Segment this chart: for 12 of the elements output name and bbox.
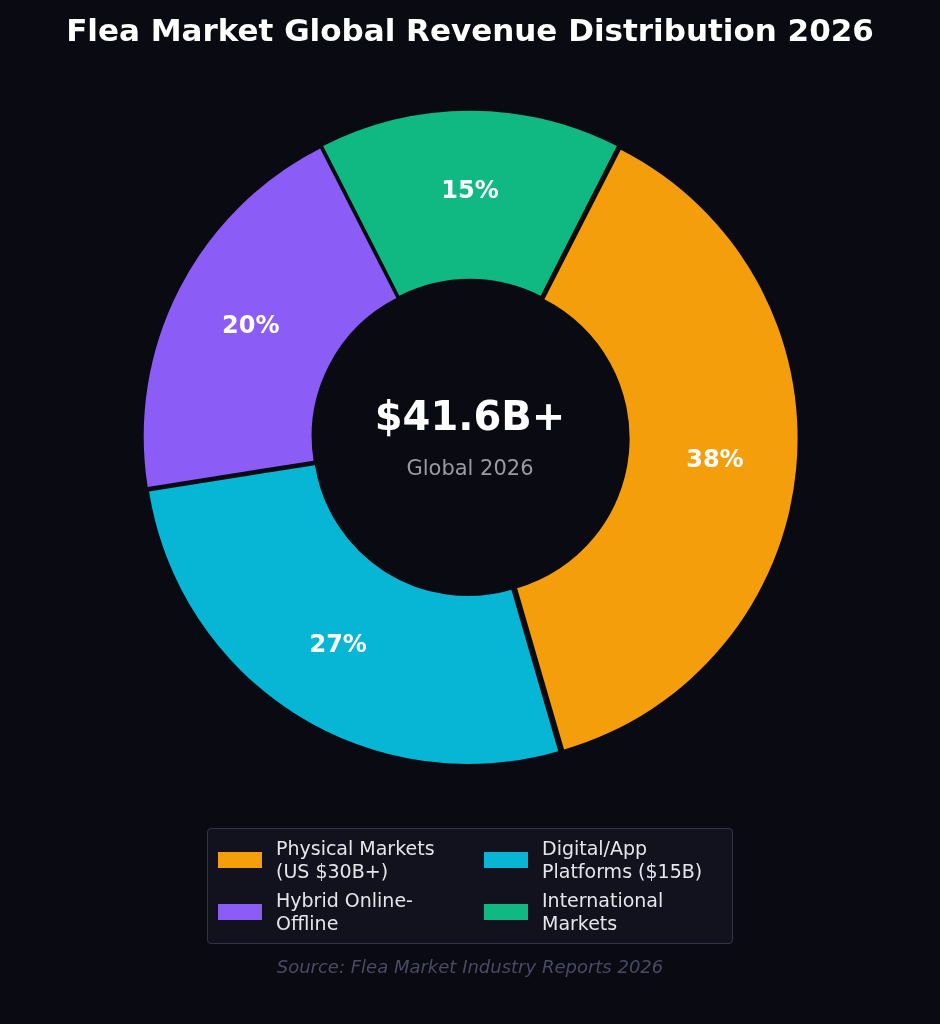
legend-label: Physical Markets (US $30B+) — [276, 837, 436, 883]
legend-label: Digital/App Platforms ($15B) — [542, 837, 704, 883]
text: Global 2026 — [406, 456, 534, 480]
data-label: 20% — [222, 310, 280, 339]
chart-title: Flea Market Global Revenue Distribution 2026 — [65, 11, 875, 48]
text: $41.6B+ — [373, 393, 567, 439]
data-label: 27% — [309, 629, 367, 658]
source-note: Source: Flea Market Industry Reports 2026 — [275, 956, 665, 977]
data-label: 15% — [441, 176, 499, 205]
legend-label: Hybrid Online-Offline — [276, 889, 414, 935]
data-label: 38% — [686, 445, 744, 474]
legend-label: International Markets — [542, 889, 665, 935]
